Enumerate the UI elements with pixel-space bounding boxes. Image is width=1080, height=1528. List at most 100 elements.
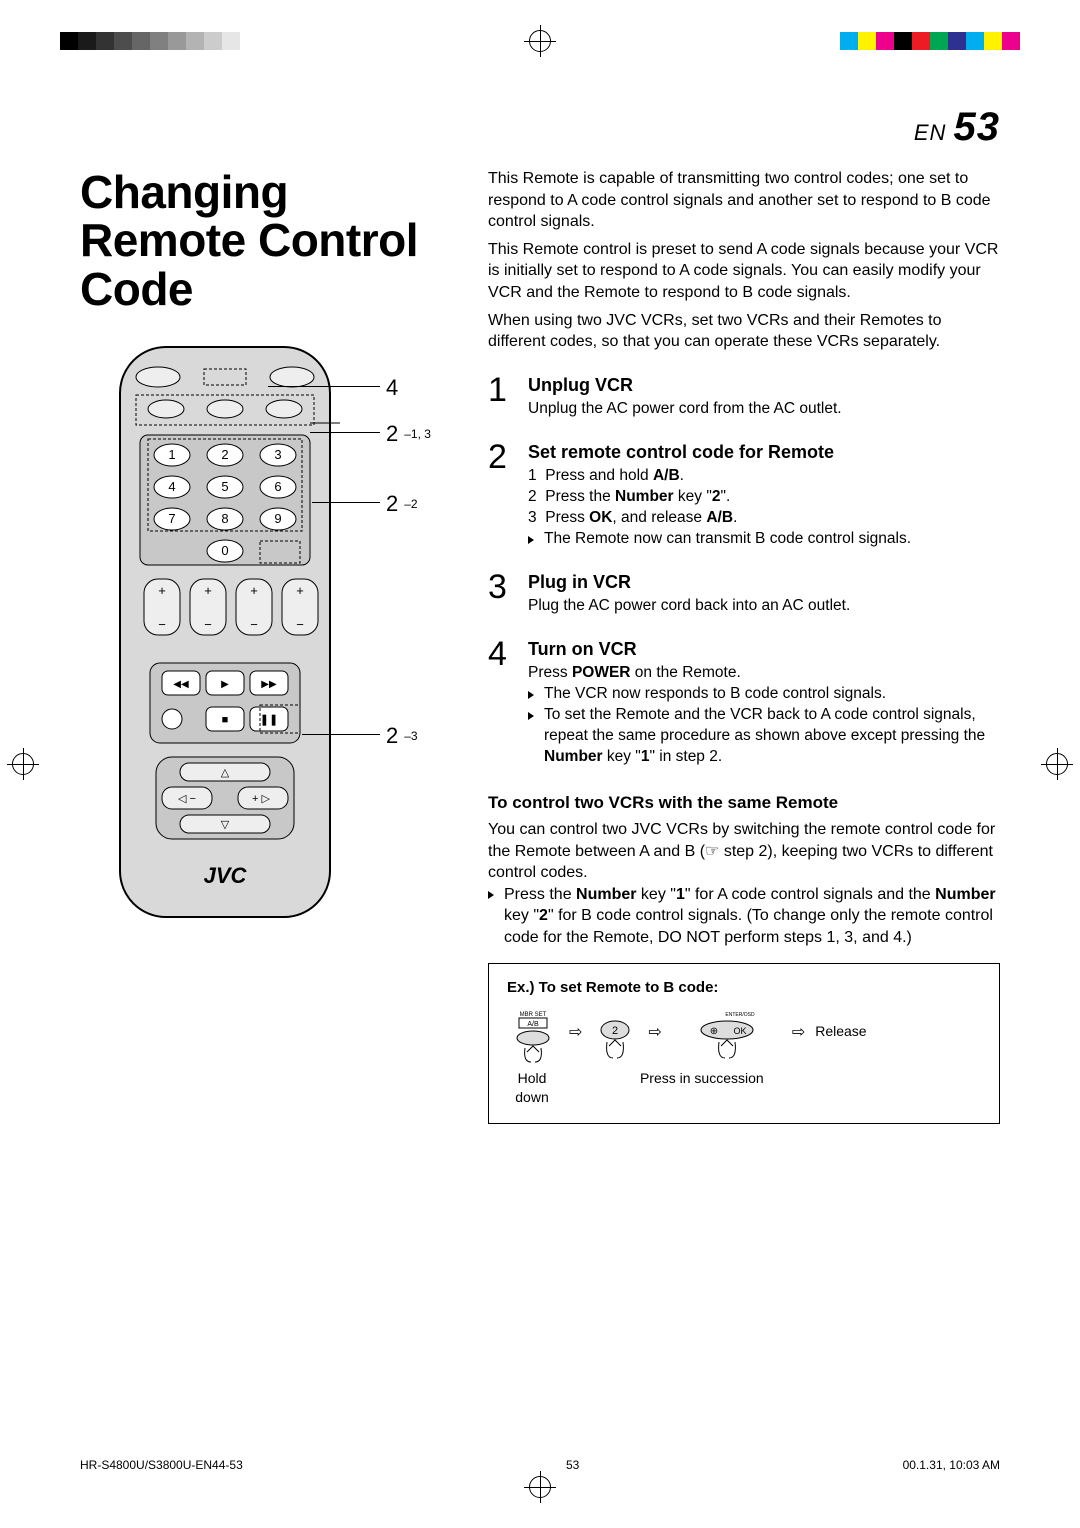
example-btn-2: 2 (592, 1008, 638, 1069)
footer-right: 00.1.31, 10:03 AM (903, 1458, 1000, 1472)
callout-label: 2–2 (386, 491, 418, 517)
step: 1 Unplug VCRUnplug the AC power cord from… (488, 373, 1000, 420)
step-substep: 3 Press OK, and release A/B. (528, 508, 1000, 529)
svg-text:▶▶: ▶▶ (261, 679, 277, 690)
callout-label: 4 (386, 375, 398, 401)
arrow-icon: ⇨ (792, 1008, 805, 1044)
step-body: Plug in VCRPlug the AC power cord back i… (528, 570, 1000, 617)
svg-text:−: − (250, 617, 258, 632)
page-content: EN 53 Changing Remote Control Code (80, 105, 1000, 1124)
svg-text:A/B: A/B (527, 1021, 539, 1028)
intro-p3: When using two JVC VCRs, set two VCRs an… (488, 310, 1000, 353)
step-bullet: The Remote now can transmit B code contr… (528, 529, 1000, 550)
footer: HR-S4800U/S3800U-EN44-53 53 00.1.31, 10:… (80, 1458, 1000, 1472)
svg-text:◁ −: ◁ − (178, 793, 196, 805)
step-body: Unplug VCRUnplug the AC power cord from … (528, 373, 1000, 420)
step: 4Turn on VCRPress POWER on the Remote.Th… (488, 637, 1000, 768)
svg-text:◀◀: ◀◀ (173, 679, 189, 690)
example-title: Ex.) To set Remote to B code: (507, 978, 981, 998)
arrow-icon: ⇨ (569, 1008, 582, 1044)
svg-text:■: ■ (222, 714, 229, 726)
step: 2Set remote control code for Remote1 Pre… (488, 440, 1000, 550)
callout-line (268, 386, 380, 387)
grayscale-strip (60, 32, 240, 50)
svg-text:−: − (204, 617, 212, 632)
registration-mark-icon (1046, 753, 1068, 775)
svg-text:6: 6 (274, 479, 281, 494)
remote-control-illustration: 1 2 3 4 5 6 7 8 9 0 (110, 343, 340, 923)
ab-button-icon: MBR SET A/B (507, 1008, 559, 1064)
svg-text:−: − (296, 617, 304, 632)
step-number: 4 (488, 637, 514, 768)
label-release: Release (815, 1008, 866, 1041)
step-title: Turn on VCR (528, 637, 1000, 661)
step-title: Unplug VCR (528, 373, 1000, 397)
example-row: MBR SET A/B Hold down ⇨ 2 (507, 1008, 981, 1107)
svg-text:3: 3 (274, 447, 281, 462)
label-press: Press in succession (622, 1069, 782, 1088)
svg-text:2: 2 (612, 1025, 618, 1037)
callout-line (302, 734, 380, 735)
footer-center: 53 (566, 1458, 579, 1472)
svg-text:+: + (204, 583, 212, 598)
svg-text:▽: ▽ (221, 819, 230, 831)
svg-text:9: 9 (274, 511, 281, 526)
example-btn-ok: ENTER/OSD ⊕ OK Press in succession (672, 1008, 782, 1088)
step-text: Press POWER on the Remote. (528, 663, 1000, 684)
svg-text:5: 5 (221, 479, 228, 494)
svg-text:+: + (250, 583, 258, 598)
example-box: Ex.) To set Remote to B code: MBR SET A/… (488, 963, 1000, 1124)
svg-text:JVC: JVC (204, 863, 248, 888)
intro-p1: This Remote is capable of transmitting t… (488, 168, 1000, 233)
step-body: Turn on VCRPress POWER on the Remote.The… (528, 637, 1000, 768)
svg-text:+ ▷: + ▷ (252, 793, 270, 805)
intro-text: This Remote is capable of transmitting t… (488, 168, 1000, 353)
step-bullet: The VCR now responds to B code control s… (528, 684, 1000, 705)
page-number: EN 53 (80, 105, 1000, 150)
svg-text:ENTER/OSD: ENTER/OSD (725, 1012, 755, 1018)
page-title: Changing Remote Control Code (80, 168, 460, 313)
number-2-button-icon: 2 (592, 1008, 638, 1064)
remote-figure: 1 2 3 4 5 6 7 8 9 0 (80, 343, 460, 963)
svg-text:MBR SET: MBR SET (520, 1012, 547, 1018)
callout-label: 2–3 (386, 723, 418, 749)
two-vcrs-heading: To control two VCRs with the same Remote (488, 792, 1000, 815)
step-number: 3 (488, 570, 514, 617)
step-body: Set remote control code for Remote1 Pres… (528, 440, 1000, 550)
step-text: Unplug the AC power cord from the AC out… (528, 399, 1000, 420)
ok-button-icon: ENTER/OSD ⊕ OK (694, 1008, 760, 1064)
svg-text:OK: OK (733, 1026, 746, 1036)
svg-text:▶: ▶ (221, 679, 229, 690)
registration-mark-icon (529, 30, 551, 52)
step-substep: 1 Press and hold A/B. (528, 466, 1000, 487)
callout-label: 2–1, 3 (386, 421, 431, 447)
svg-text:+: + (296, 583, 304, 598)
callout-line (310, 432, 380, 433)
callout-line (312, 502, 380, 503)
two-vcrs-bullet: Press the Number key "1" for A code cont… (488, 884, 1000, 949)
page-number-prefix: EN (914, 120, 947, 145)
example-btn-ab: MBR SET A/B Hold down (507, 1008, 559, 1107)
step-text: Plug the AC power cord back into an AC o… (528, 596, 1000, 617)
svg-text:7: 7 (168, 511, 175, 526)
page-number-num: 53 (954, 105, 1001, 149)
svg-text:⊕: ⊕ (710, 1026, 718, 1037)
printer-marks-top (60, 30, 1020, 52)
registration-mark-icon (12, 753, 34, 775)
footer-left: HR-S4800U/S3800U-EN44-53 (80, 1458, 243, 1472)
label-hold: Hold down (507, 1069, 557, 1107)
two-vcrs-text: You can control two JVC VCRs by switchin… (488, 819, 1000, 884)
left-column: Changing Remote Control Code (80, 168, 460, 1124)
svg-text:+: + (158, 583, 166, 598)
registration-mark-icon (529, 1476, 551, 1498)
svg-text:❚❚: ❚❚ (260, 714, 278, 726)
color-strip (840, 32, 1020, 50)
svg-text:−: − (158, 617, 166, 632)
step-number: 2 (488, 440, 514, 550)
step-number: 1 (488, 373, 514, 420)
svg-text:0: 0 (221, 543, 228, 558)
arrow-icon: ⇨ (648, 1008, 661, 1044)
step-title: Set remote control code for Remote (528, 440, 1000, 464)
step: 3 Plug in VCRPlug the AC power cord back … (488, 570, 1000, 617)
step-title: Plug in VCR (528, 570, 1000, 594)
